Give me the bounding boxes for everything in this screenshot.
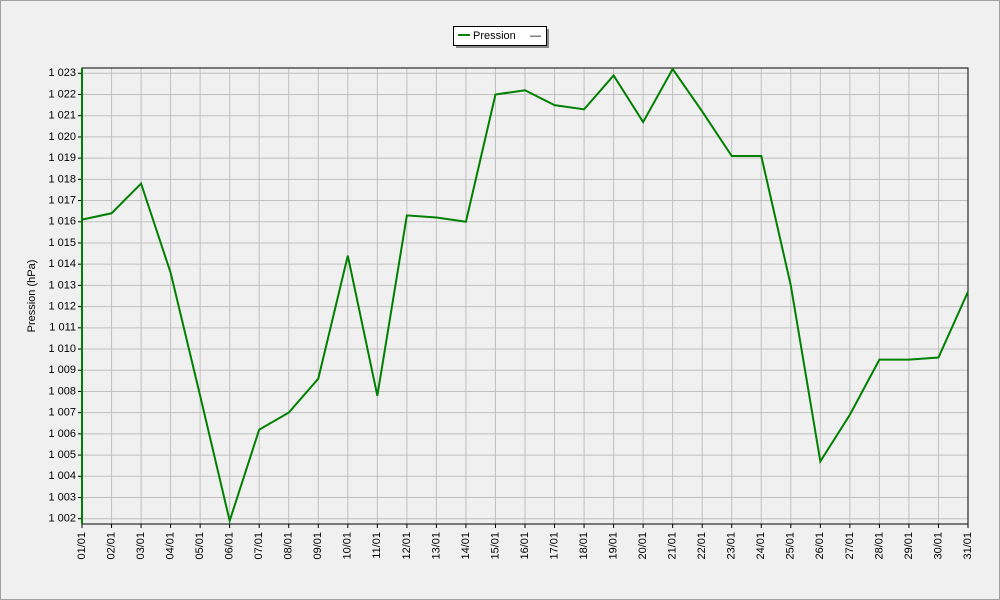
x-tick-label: 31/01	[962, 532, 974, 560]
legend-label: Pression	[473, 30, 516, 42]
y-tick-label: 1 007	[48, 407, 76, 419]
y-tick-label: 1 002	[48, 513, 76, 525]
x-tick-label: 28/01	[873, 532, 885, 560]
x-tick-label: 14/01	[460, 532, 472, 560]
x-tick-label: 03/01	[135, 532, 147, 560]
x-tick-label: 10/01	[342, 532, 354, 560]
y-tick-label: 1 021	[48, 110, 76, 122]
x-tick-label: 22/01	[696, 532, 708, 560]
legend-box	[453, 26, 547, 46]
y-tick-label: 1 013	[48, 279, 76, 291]
x-tick-label: 26/01	[814, 532, 826, 560]
x-tick-label: 20/01	[637, 532, 649, 560]
series-line	[81, 67, 969, 525]
x-tick-label: 25/01	[785, 532, 797, 560]
x-tick-label: 11/01	[371, 532, 383, 559]
y-tick-label: 1 012	[48, 301, 76, 313]
y-tick-label: 1 011	[49, 322, 76, 334]
x-tick-label: 27/01	[844, 532, 856, 560]
x-tick-label: 04/01	[165, 532, 177, 560]
x-tick-label: 08/01	[283, 532, 295, 560]
x-tick-label: 15/01	[489, 532, 501, 560]
y-tick-label: 1 008	[48, 385, 76, 397]
x-tick-label: 06/01	[224, 532, 236, 560]
x-tick-label: 13/01	[430, 532, 442, 560]
x-tick-label: 12/01	[401, 532, 413, 560]
y-tick-label: 1 018	[48, 173, 76, 185]
x-tick-label: 17/01	[548, 532, 560, 560]
y-axis-label: Pression (hPa)	[26, 260, 38, 333]
x-tick-label: 02/01	[105, 532, 117, 560]
y-tick-label: 1 016	[48, 216, 76, 228]
x-tick-label: 18/01	[578, 532, 590, 560]
y-tick-label: 1 023	[48, 67, 76, 79]
x-tick-label: 16/01	[519, 532, 531, 560]
x-tick-label: 24/01	[755, 532, 767, 560]
y-tick-label: 1 022	[48, 88, 76, 100]
y-tick-label: 1 010	[48, 343, 76, 355]
y-tick-label: 1 006	[48, 428, 76, 440]
y-tick-label: 1 005	[48, 449, 76, 461]
y-tick-label: 1 015	[48, 237, 76, 249]
y-tick-label: 1 003	[48, 491, 76, 503]
y-tick-label: 1 017	[48, 194, 76, 206]
x-tick-label: 07/01	[253, 532, 265, 560]
legend-note: —	[530, 30, 541, 42]
x-tick-label: 21/01	[667, 532, 679, 560]
x-tick-label: 30/01	[932, 532, 944, 560]
y-tick-label: 1 014	[48, 258, 76, 270]
y-tick-label: 1 020	[48, 131, 76, 143]
x-tick-label: 29/01	[903, 532, 915, 560]
x-tick-label: 01/01	[76, 532, 88, 560]
x-tick-label: 23/01	[726, 532, 738, 560]
y-tick-label: 1 019	[48, 152, 76, 164]
y-tick-label: 1 009	[48, 364, 76, 376]
y-tick-label: 1 004	[48, 470, 76, 482]
x-tick-label: 19/01	[608, 532, 620, 560]
x-tick-label: 09/01	[312, 532, 324, 560]
x-tick-label: 05/01	[194, 532, 206, 560]
